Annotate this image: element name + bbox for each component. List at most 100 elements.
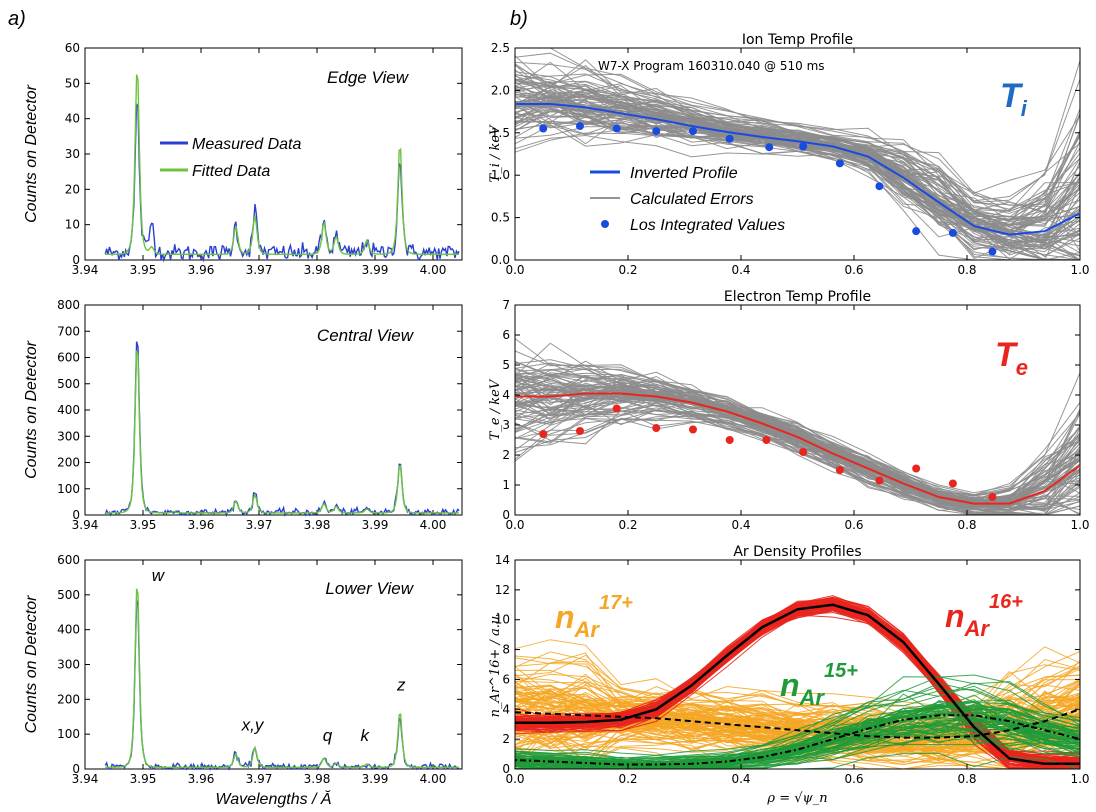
ar-axes: 0.0 0.2 0.4 0.6 0.8 1.0 0 2 4 6 8 10 12 14 Ar Density …: [495, 544, 1090, 786]
lower-ytick-label: 500: [57, 588, 80, 602]
ar15-ensemble-line: [514, 699, 1081, 766]
lower-axes: 3.94 3.95 3.96 3.97 3.98 3.99 4.00 0 100 200 300 40…: [57, 553, 463, 786]
te-xtick-label: 0.2: [618, 518, 637, 532]
ar-xtick-label: 0.4: [731, 772, 750, 786]
te-error-line: [514, 338, 1081, 494]
line-label-w: w: [152, 566, 166, 585]
ar-label-sub: Ar: [799, 685, 826, 710]
plot-layer: 3.94 3.95 3.96 3.97 3.98 3.99 4.00010203040506…: [8, 8, 1090, 808]
lower-measured-line: [104, 600, 460, 772]
ar-label-sub: Ar: [574, 617, 601, 642]
edge-ytick-label: 10: [65, 218, 80, 232]
lower-ytick-label: 200: [57, 692, 80, 706]
te-error-line: [514, 372, 1081, 504]
central-xtick-label: 3.94: [72, 518, 99, 532]
te-los-point: [575, 427, 584, 435]
te-error-line: [514, 394, 1081, 512]
ti-error-line: [514, 85, 1081, 221]
te-los-point: [799, 448, 808, 456]
ti-los-point: [875, 182, 884, 191]
lower-ytick-label: 0: [72, 762, 80, 776]
central-xtick-label: 3.96: [188, 518, 215, 532]
ar15-ensemble-line: [514, 701, 1081, 765]
ti-xtick-label: 0.8: [957, 263, 976, 277]
line-label-z: z: [396, 676, 406, 695]
ar17-mean-profile: [514, 708, 1081, 739]
central-ytick-label: 100: [57, 482, 80, 496]
ti-xtick-label: 0.6: [844, 263, 863, 277]
central-xtick-label: 3.97: [246, 518, 273, 532]
ti-xtick-label: 0.2: [618, 263, 637, 277]
te-inverted-profile: [515, 392, 1081, 505]
lower-xtick-label: 3.97: [246, 772, 273, 786]
ti-los-point: [612, 124, 621, 133]
te-los-point: [539, 430, 548, 438]
ar15-ensemble-line: [514, 674, 1081, 756]
ar15-mean-profile: [514, 714, 1081, 766]
central-ytick-label: 400: [57, 403, 80, 417]
ar-ytick-label: 10: [495, 613, 510, 627]
te-error-line: [514, 407, 1081, 516]
ti-error-line: [514, 109, 1081, 244]
ti-xtick-label: 0.0: [505, 263, 524, 277]
lower-xlabel: Wavelengths / Ă: [215, 789, 331, 808]
te-xtick-label: 0.8: [957, 518, 976, 532]
ar16-mean-profile: [515, 603, 1080, 766]
edge-ytick-label: 50: [65, 76, 80, 90]
central-axes: 3.94 3.95 3.96 3.97 3.98 3.99 4.00 0 100 200 300 40…: [57, 298, 463, 532]
te-los-point: [875, 476, 884, 485]
ar-xtick-label: 0.6: [844, 772, 863, 786]
edge-fitted-line: [105, 74, 460, 256]
ar-title: Ar Density Profiles: [733, 544, 861, 560]
program-label: W7-X Program 160310.040 @ 510 ms: [598, 59, 825, 73]
ti-title: Ion Temp Profile: [742, 32, 853, 48]
te-ytick-label: 6: [502, 328, 510, 342]
central-xtick-label: 3.98: [304, 518, 331, 532]
edge-xtick-label: 3.95: [130, 263, 157, 277]
te-big-label: Te: [995, 336, 1028, 380]
te-los-point: [725, 436, 734, 444]
ti-error-line: [514, 95, 1081, 245]
central-ytick-label: 800: [57, 298, 80, 312]
te-ytick-label: 4: [502, 388, 510, 402]
ti-ylabel: T_i / keV: [488, 124, 503, 183]
ti-los-point: [835, 159, 844, 168]
ti-error-line: [514, 80, 1081, 226]
lower-ylabel: Counts on Detector: [23, 595, 40, 734]
central-ylabel: Counts on Detector: [23, 340, 40, 479]
ar-frame: [514, 559, 1081, 770]
central-measured-line: [104, 341, 460, 518]
lower-view-label: Lower View: [325, 579, 414, 598]
ar-label-sup: 17+: [599, 592, 633, 614]
edge-axes: 3.94 3.95 3.96 3.97 3.98 3.99 4.00 0 10 20 30 40 50 6…: [65, 41, 463, 277]
lower-xtick-label: 3.96: [188, 772, 215, 786]
ar-ytick-label: 4: [502, 702, 510, 716]
edge-measured-line: [104, 103, 460, 263]
ti-frame: [514, 47, 1081, 261]
ti-los-point: [575, 122, 584, 131]
edge-ytick-label: 20: [65, 182, 80, 196]
ar-label-sup: 15+: [824, 660, 858, 682]
te-los-point: [688, 425, 697, 434]
central-fitted-line: [105, 350, 460, 514]
te-los-point: [652, 424, 661, 432]
te-error-line: [514, 402, 1081, 516]
ar-xtick-label: 1.0: [1070, 772, 1089, 786]
ti-ytick-label: 0.5: [491, 211, 510, 225]
ti-error-line: [514, 95, 1081, 257]
te-ytick-label: 0: [502, 508, 510, 522]
lower-xtick-label: 3.94: [72, 772, 99, 786]
te-los-point: [835, 466, 844, 474]
ar16-ensemble-line: [514, 599, 1081, 762]
central-ytick-label: 0: [72, 508, 80, 522]
ti-error-line: [514, 124, 1080, 261]
line-label-xy: x,y: [241, 716, 265, 735]
te-ylabel: T_e / keV: [488, 378, 503, 440]
te-xtick-label: 1.0: [1070, 518, 1089, 532]
central-ytick-label: 300: [57, 429, 80, 443]
ar16-ensemble-line: [514, 609, 1080, 770]
te-frame: [514, 304, 1081, 516]
ti-axes: 0.0 0.2 0.4 0.6 0.8 1.0 0.0 0.5 1.0 1.5 2.0 2.5 Ion …: [491, 32, 1090, 277]
ar-ytick-label: 12: [495, 583, 510, 597]
